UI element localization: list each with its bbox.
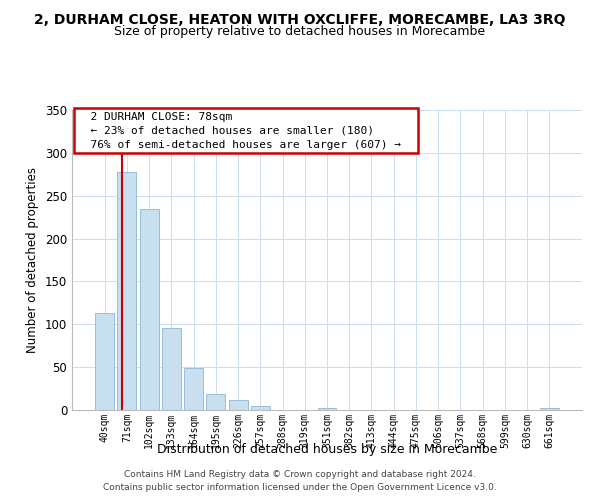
Text: Size of property relative to detached houses in Morecambe: Size of property relative to detached ho… [115,25,485,38]
Y-axis label: Number of detached properties: Number of detached properties [26,167,40,353]
Bar [140,208,158,410]
Bar [540,408,559,410]
Bar [251,406,270,410]
Bar [229,400,248,410]
Bar [95,313,114,410]
Text: 2, DURHAM CLOSE, HEATON WITH OXCLIFFE, MORECAMBE, LA3 3RQ: 2, DURHAM CLOSE, HEATON WITH OXCLIFFE, M… [34,12,566,26]
Text: Distribution of detached houses by size in Morecambe: Distribution of detached houses by size … [157,442,497,456]
Bar [317,408,337,410]
Bar [206,394,225,410]
Text: Contains HM Land Registry data © Crown copyright and database right 2024.
Contai: Contains HM Land Registry data © Crown c… [103,470,497,492]
Text: 2 DURHAM CLOSE: 78sqm
  ← 23% of detached houses are smaller (180)
  76% of semi: 2 DURHAM CLOSE: 78sqm ← 23% of detached … [77,112,415,150]
Bar [162,328,181,410]
Bar [118,172,136,410]
Bar [184,368,203,410]
